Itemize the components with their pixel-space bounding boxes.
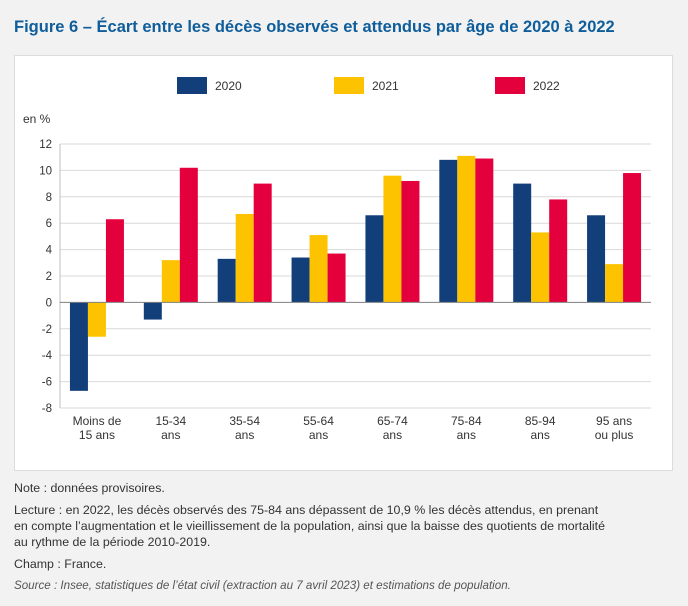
y-tick-label: -6	[42, 377, 52, 389]
bar-2020	[587, 215, 606, 303]
bar-2021	[383, 175, 402, 303]
x-tick-label: ans	[309, 428, 328, 442]
bar-2020	[365, 215, 384, 303]
legend-label-2021: 2021	[372, 79, 399, 93]
source-text: Source : Insee, statistiques de l’état c…	[14, 579, 511, 592]
y-tick-label: 2	[46, 271, 52, 283]
x-tick-label: 75-84	[451, 414, 482, 428]
x-tick-label: 35-54	[229, 414, 260, 428]
bar-2021	[531, 232, 550, 303]
bar-2021	[309, 235, 328, 303]
lecture-line: au rythme de la période 2010-2019.	[14, 535, 211, 549]
y-tick-label: 0	[46, 297, 52, 309]
figure-title: Figure 6 – Écart entre les décès observé…	[14, 18, 615, 36]
x-tick-label: ans	[383, 428, 402, 442]
notes-block: Note : données provisoires. Lecture : en…	[14, 480, 684, 600]
bar-2021	[161, 260, 180, 303]
legend-swatch-2020	[177, 77, 207, 94]
y-tick-label: 4	[46, 245, 53, 257]
y-tick-label: 10	[39, 165, 52, 177]
bar-2021	[235, 213, 254, 303]
bar-2022	[179, 167, 198, 303]
x-tick-label: 65-74	[377, 414, 408, 428]
legend-label-2022: 2022	[533, 79, 560, 93]
legend-label-2020: 2020	[215, 79, 242, 93]
x-tick-label: Moins de	[73, 414, 122, 428]
bar-2022	[401, 180, 420, 303]
x-tick-label: ans	[457, 428, 476, 442]
y-tick-label: -2	[42, 324, 52, 336]
x-tick-label: ou plus	[595, 428, 634, 442]
bar-2020	[217, 258, 236, 303]
bar-2022	[549, 199, 568, 303]
champ-text: Champ : France.	[14, 557, 107, 571]
bar-2022	[253, 183, 272, 303]
y-tick-label: 6	[46, 218, 52, 230]
y-tick-label: 8	[46, 192, 52, 204]
legend-swatch-2021	[334, 77, 364, 94]
x-tick-label: ans	[235, 428, 254, 442]
x-tick-label: 15-34	[155, 414, 186, 428]
bar-2021	[605, 264, 624, 303]
legend-swatch-2022	[495, 77, 525, 94]
bar-2020	[513, 183, 532, 303]
y-tick-label: -4	[42, 350, 53, 362]
bar-2022	[623, 173, 642, 303]
bar-2022	[105, 219, 124, 303]
y-axis-label: en %	[23, 112, 51, 126]
bar-2020	[439, 159, 458, 303]
y-tick-label: 12	[39, 139, 52, 151]
note-text: Note : données provisoires.	[14, 481, 165, 495]
bar-2022	[475, 158, 494, 303]
chart-panel: 12 10 8 6 4 2 0 -2 -4 -6 -8 en % Moins de 15 ans 15-34…	[14, 55, 673, 471]
x-tick-label: 55-64	[303, 414, 334, 428]
bar-2020	[291, 257, 310, 303]
x-tick-label: 15 ans	[79, 428, 115, 442]
bar-2020	[69, 302, 88, 391]
bar-2021	[457, 155, 476, 303]
bar-2020	[143, 302, 162, 320]
lecture-line: Lecture : en 2022, les décès observés de…	[14, 503, 599, 517]
x-tick-label: 95 ans	[596, 414, 632, 428]
x-tick-label: ans	[531, 428, 550, 442]
x-tick-label: 85-94	[525, 414, 556, 428]
bar-2021	[87, 302, 106, 337]
bar-2022	[327, 253, 346, 303]
lecture-line: en compte l’augmentation et le vieilliss…	[14, 519, 605, 533]
y-tick-label: -8	[42, 403, 52, 415]
x-tick-label: ans	[161, 428, 180, 442]
lecture-text: Lecture : en 2022, les décès observés de…	[14, 502, 674, 550]
